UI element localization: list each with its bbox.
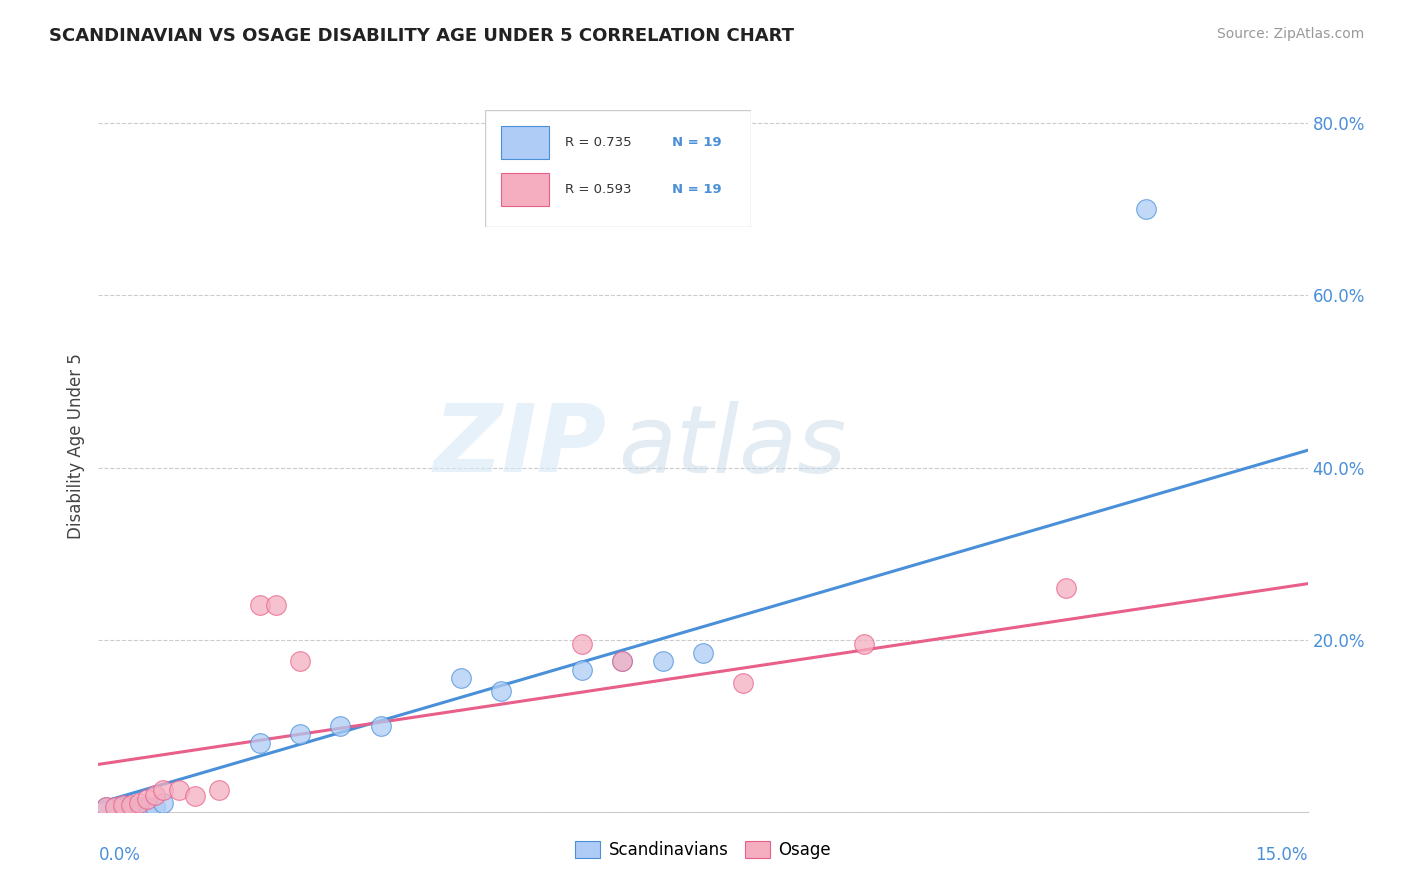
Point (143, 788, 166, 802)
Point (184, 789, 207, 804)
Point (167, 783, 190, 797)
Point (135, 792, 157, 806)
Point (249, 598, 271, 612)
Point (733, 675, 755, 690)
Point (135, 800, 157, 814)
Point (491, 684, 513, 698)
Point (120, 800, 142, 814)
Point (571, 663, 593, 677)
Text: ZIP: ZIP (433, 400, 606, 492)
Point (143, 800, 166, 814)
Text: 0.0%: 0.0% (98, 847, 141, 864)
Point (612, 654, 634, 668)
Y-axis label: Disability Age Under 5: Disability Age Under 5 (66, 353, 84, 539)
Point (692, 646, 714, 660)
Point (329, 719, 352, 733)
Point (128, 800, 150, 814)
Text: SCANDINAVIAN VS OSAGE DISABILITY AGE UNDER 5 CORRELATION CHART: SCANDINAVIAN VS OSAGE DISABILITY AGE UND… (49, 27, 794, 45)
Point (1054, 581, 1077, 595)
Point (152, 783, 174, 797)
Point (96, 800, 118, 814)
Text: 15.0%: 15.0% (1256, 847, 1308, 864)
Point (1135, 202, 1157, 217)
Text: atlas: atlas (619, 401, 846, 491)
Point (288, 654, 311, 668)
Point (370, 719, 392, 733)
Point (111, 797, 134, 812)
Point (450, 671, 472, 685)
Point (249, 736, 271, 750)
Point (853, 637, 876, 651)
Point (651, 654, 673, 668)
Point (120, 797, 142, 812)
Point (152, 796, 174, 810)
Point (103, 800, 125, 814)
Point (612, 654, 634, 668)
Point (208, 783, 231, 797)
Point (96, 800, 118, 814)
Point (111, 800, 134, 814)
Point (264, 598, 287, 612)
Legend: Scandinavians, Osage: Scandinavians, Osage (568, 834, 838, 865)
Point (128, 796, 150, 810)
Point (288, 727, 311, 741)
Text: Source: ZipAtlas.com: Source: ZipAtlas.com (1216, 27, 1364, 41)
Point (571, 637, 593, 651)
Point (103, 800, 125, 814)
